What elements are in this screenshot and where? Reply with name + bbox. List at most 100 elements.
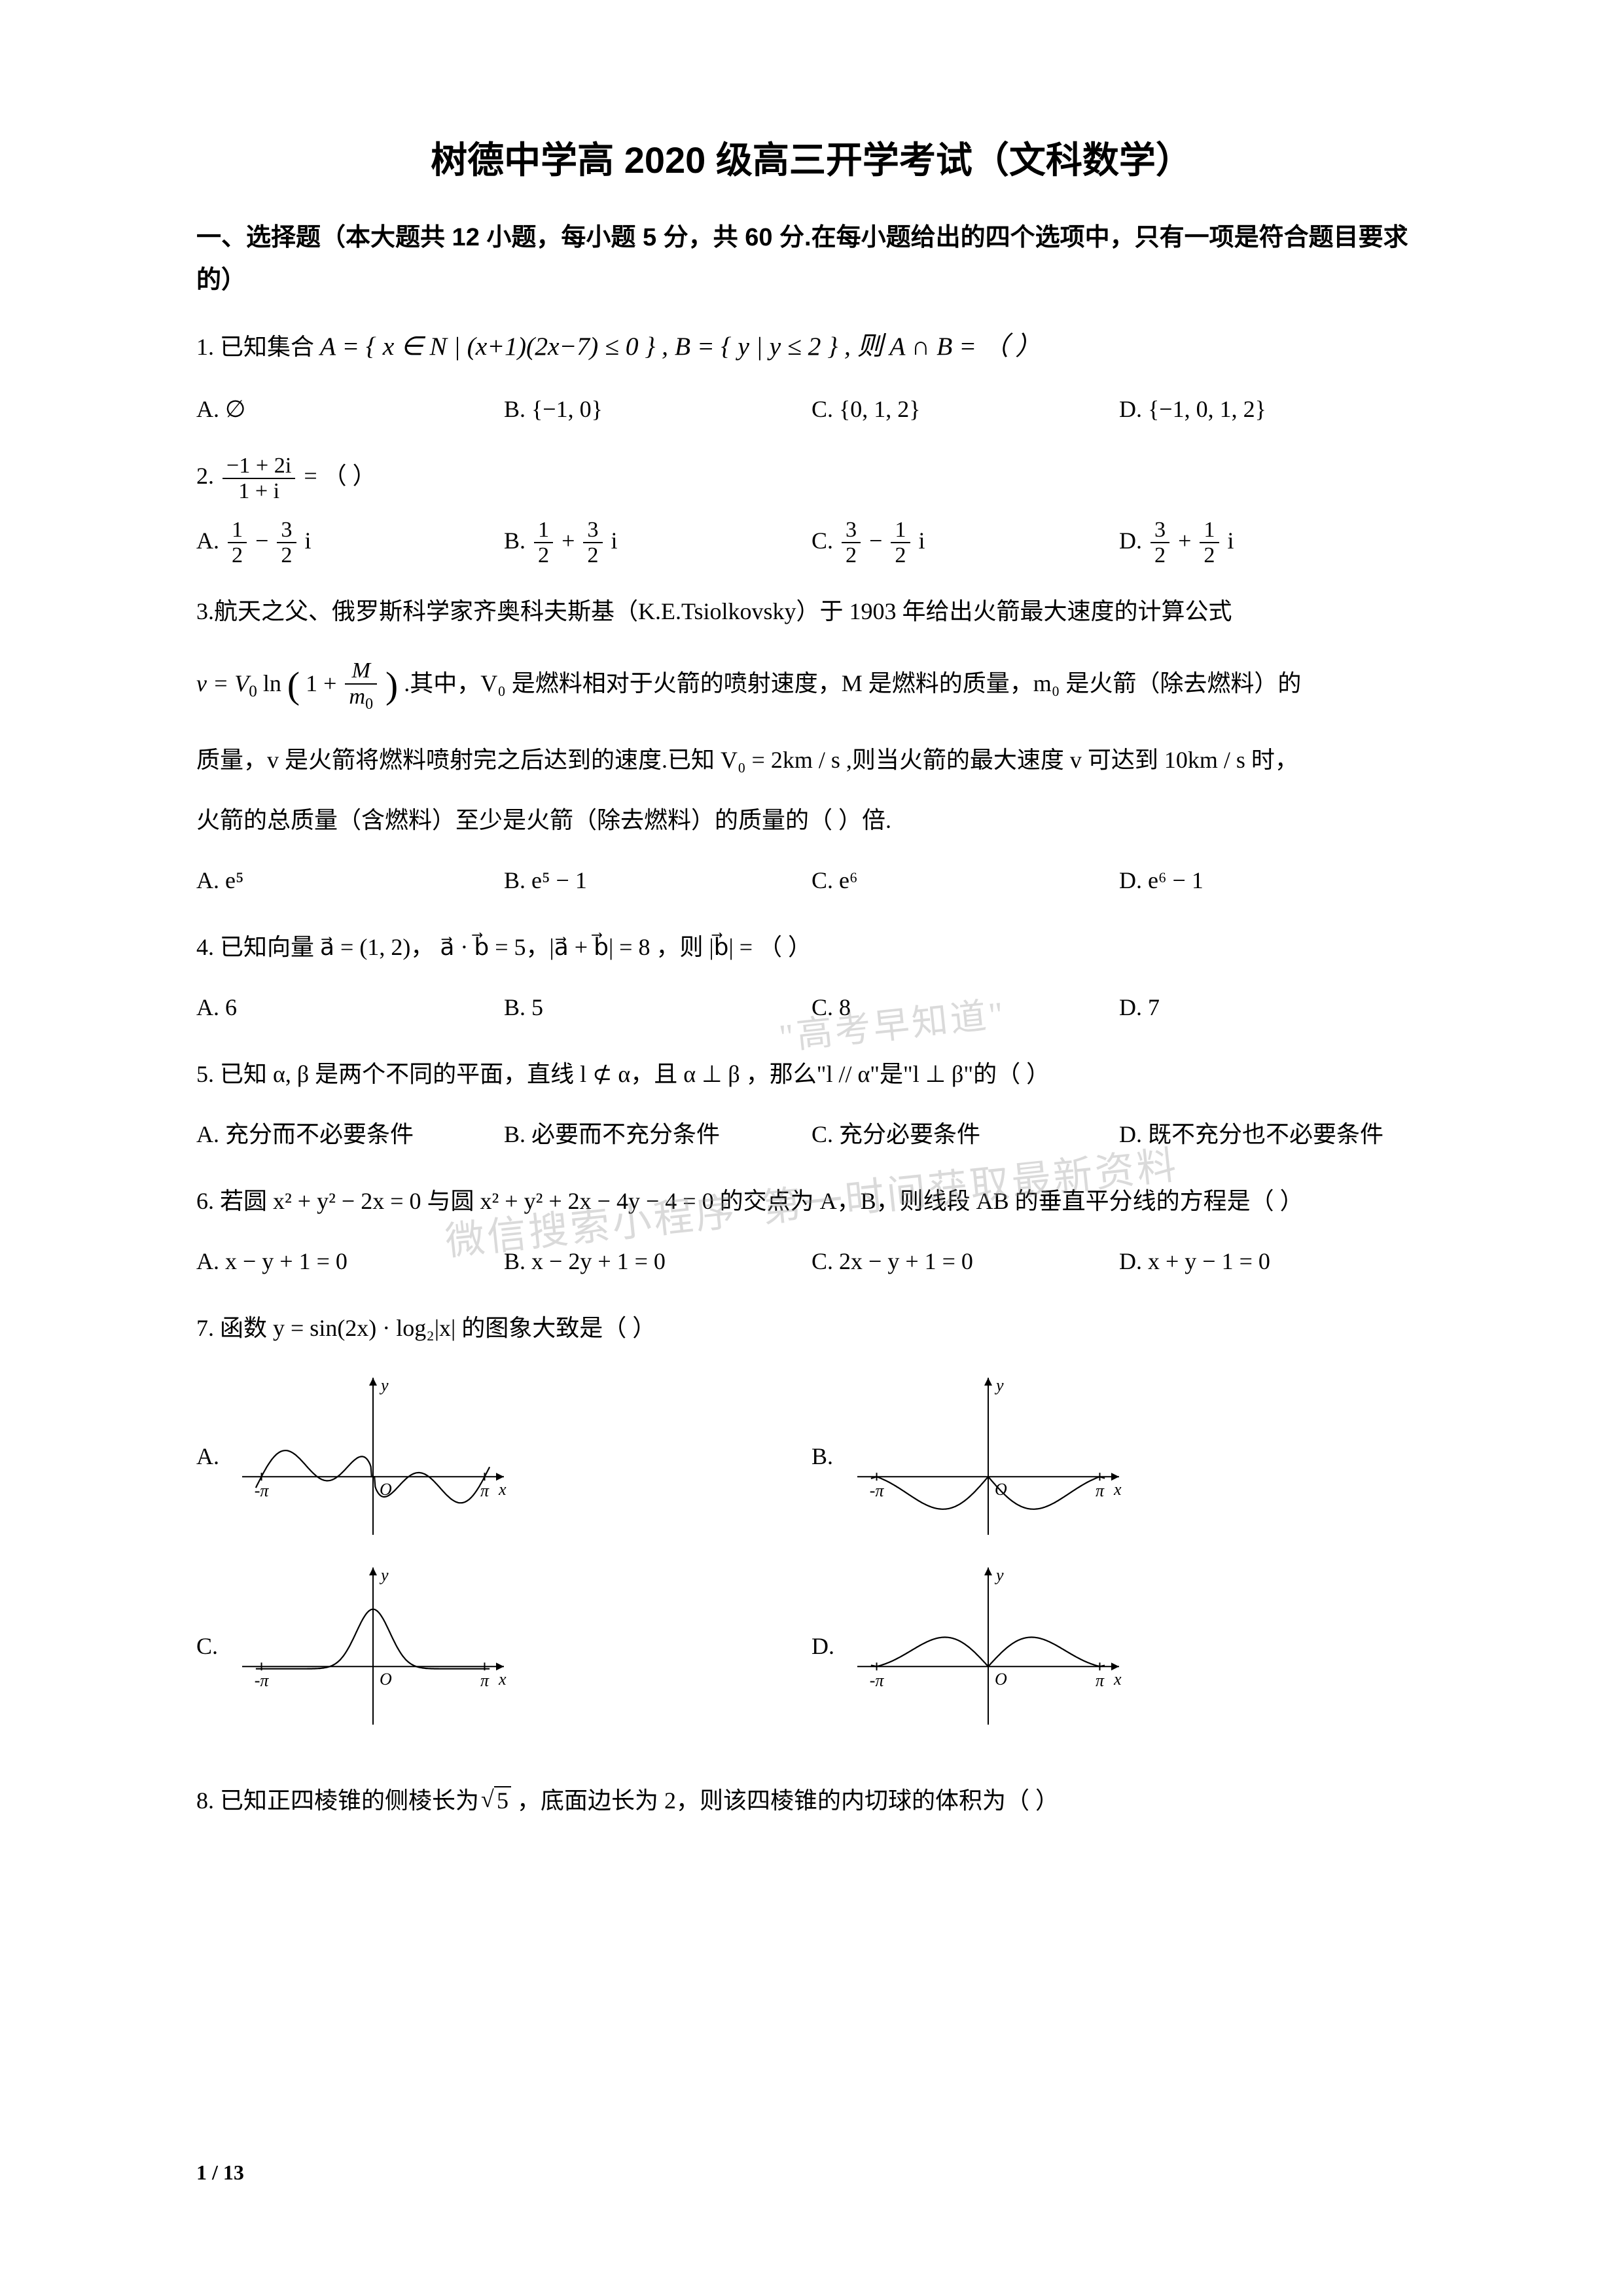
q1-optC: C. {0, 1, 2} [812,386,1119,433]
svg-text:x: x [498,1480,507,1499]
q2C-f1: 32 [842,518,861,568]
q5-optB: B. 必要而不充分条件 [504,1111,812,1158]
q1-optD: D. {−1, 0, 1, 2} [1119,386,1427,433]
q2A-n1: 1 [228,518,247,544]
q6-optA: A. x − y + 1 = 0 [196,1238,504,1285]
q1-optA: A. ∅ [196,386,504,433]
q2D-suf: i [1228,528,1234,554]
q3-frac: M m0 [345,658,377,713]
page-footer: 1 / 13 [196,2161,244,2185]
svg-text:-π: -π [255,1481,270,1500]
q3-formula: v = V0 ln ( 1 + M m0 ) .其中，V₀ 是燃料相对于火箭的喷… [196,648,1427,723]
q7-cellA: A. yxO-ππ [196,1371,812,1541]
q7-graphB-svg: yxO-ππ [851,1371,1126,1541]
q1-prefix: 1. 已知集合 [196,334,320,360]
q2A-n2: 3 [277,518,296,544]
q1-math: A = { x ∈ N | (x+1)(2x−7) ≤ 0 } , B = { … [320,332,1041,361]
svg-text:π: π [480,1481,490,1500]
q8-sqrtval: 5 [494,1786,511,1814]
svg-text:y: y [994,1376,1004,1395]
exam-page: 树德中学高 2020 级高三开学考试（文科数学） 一、选择题（本大题共 12 小… [0,0,1623,1935]
q7-graphC-svg: yxO-ππ [236,1561,510,1731]
svg-text:O: O [380,1670,392,1689]
svg-text:x: x [1113,1670,1122,1689]
svg-text:x: x [498,1670,507,1689]
q2C-n2: 1 [891,518,910,544]
page-title: 树德中学高 2020 级高三开学考试（文科数学） [196,131,1427,184]
q2A-f2: 32 [277,518,296,568]
q2-optC: C. 32 − 12 i [812,517,1119,568]
q4-optC: C. 8 [812,984,1119,1031]
q2C-d1: 2 [842,543,861,568]
q2B-n2: 3 [583,518,602,544]
q2B-f2: 32 [583,518,602,568]
q2C-suf: i [919,528,925,554]
q3-fnum: M [345,658,377,685]
q4-optD: D. 7 [1119,984,1427,1031]
q4-optB: B. 5 [504,984,812,1031]
q2A-f1: 12 [228,518,247,568]
q2B-suf: i [611,528,618,554]
q1-options: A. ∅ B. {−1, 0} C. {0, 1, 2} D. {−1, 0, … [196,386,1427,433]
q3-optB: B. e⁵ − 1 [504,857,812,904]
q2D-f1: 32 [1150,518,1169,568]
q5-optC: C. 充分必要条件 [812,1111,1119,1158]
q5-optA: A. 充分而不必要条件 [196,1111,504,1158]
q7-labelC: C. [196,1632,236,1660]
q2-frac: −1 + 2i 1 + i [223,454,295,504]
q2A-pre: A. [196,528,225,554]
svg-text:π: π [1096,1671,1105,1690]
q2-optB: B. 12 + 32 i [504,517,812,568]
q2D-pre: D. [1119,528,1148,554]
q7-cellC: C. yxO-ππ [196,1561,812,1731]
q7-graphD-svg: yxO-ππ [851,1561,1126,1731]
q2C-f2: 12 [891,518,910,568]
q2-tail: = （ ） [304,463,376,489]
q3-optA: A. e⁵ [196,857,504,904]
q1-optB: B. {−1, 0} [504,386,812,433]
q2D-n2: 1 [1200,518,1219,544]
q3-fden-sub: 0 [365,696,373,713]
q3-ln: ln [263,670,281,696]
q2-stem: 2. −1 + 2i 1 + i = （ ） [196,452,1427,503]
q2B-pre: B. [504,528,531,554]
q4-optA: A. 6 [196,984,504,1031]
q3-optC: C. e⁶ [812,857,1119,904]
svg-text:y: y [379,1566,389,1585]
q2D-d2: 2 [1200,543,1219,568]
svg-text:y: y [994,1566,1004,1585]
q2B-f1: 12 [534,518,553,568]
q4-options: A. 6 B. 5 C. 8 D. 7 [196,984,1427,1031]
q2A-d1: 2 [228,543,247,568]
svg-text:-π: -π [870,1671,885,1690]
q3-options: A. e⁵ B. e⁵ − 1 C. e⁶ D. e⁶ − 1 [196,857,1427,904]
q7-graphA-svg: yxO-ππ [236,1371,510,1541]
q1-stem: 1. 已知集合 A = { x ∈ N | (x+1)(2x−7) ≤ 0 } … [196,321,1427,372]
q4-stem: 4. 已知向量 a⃗ = (1, 2)， a⃗ · b⃗ = 5，|a⃗ + b… [196,924,1427,971]
q2-options: A. 12 − 32 i B. 12 + 32 i C. 32 − 12 i D… [196,517,1427,568]
q7-graphs: A. yxO-ππ B. yxO-ππ C. yxO-ππ D. yxO-ππ [196,1371,1427,1751]
q2-frac-num: −1 + 2i [223,454,295,480]
q3-lparen: ( [287,665,300,706]
svg-text:-π: -π [255,1671,270,1690]
q7-stem: 7. 函数 y = sin(2x) · log₂|x| 的图象大致是（ ） [196,1304,1427,1352]
q6-optB: B. x − 2y + 1 = 0 [504,1238,812,1285]
q2C-d2: 2 [891,543,910,568]
q2B-d1: 2 [534,543,553,568]
q2A-mid: − [255,528,274,554]
q5-stem: 5. 已知 α, β 是两个不同的平面，直线 l ⊄ α，且 α ⊥ β ，那么… [196,1050,1427,1098]
svg-text:π: π [1096,1481,1105,1500]
q6-options: A. x − y + 1 = 0 B. x − 2y + 1 = 0 C. 2x… [196,1238,1427,1285]
q2-optD: D. 32 + 12 i [1119,517,1427,568]
q7-cellD: D. yxO-ππ [812,1561,1427,1731]
q3-line1: 3.航天之父、俄罗斯科学家齐奥科夫斯基（K.E.Tsiolkovsky）于 19… [196,588,1427,635]
q8-prefix: 8. 已知正四棱锥的侧棱长为 [196,1787,485,1814]
q3-sub0: 0 [249,683,257,700]
q7-labelA: A. [196,1443,236,1470]
q3-fracpre: 1 + [306,670,342,696]
q3-fden-m: m [349,685,365,709]
q3-line4: 火箭的总质量（含燃料）至少是火箭（除去燃料）的质量的（ ）倍. [196,797,1427,844]
q8-suffix: ，底面边长为 2，则该四棱锥的内切球的体积为（ ） [517,1787,1059,1814]
q2-frac-den: 1 + i [223,479,295,504]
q2B-n1: 1 [534,518,553,544]
